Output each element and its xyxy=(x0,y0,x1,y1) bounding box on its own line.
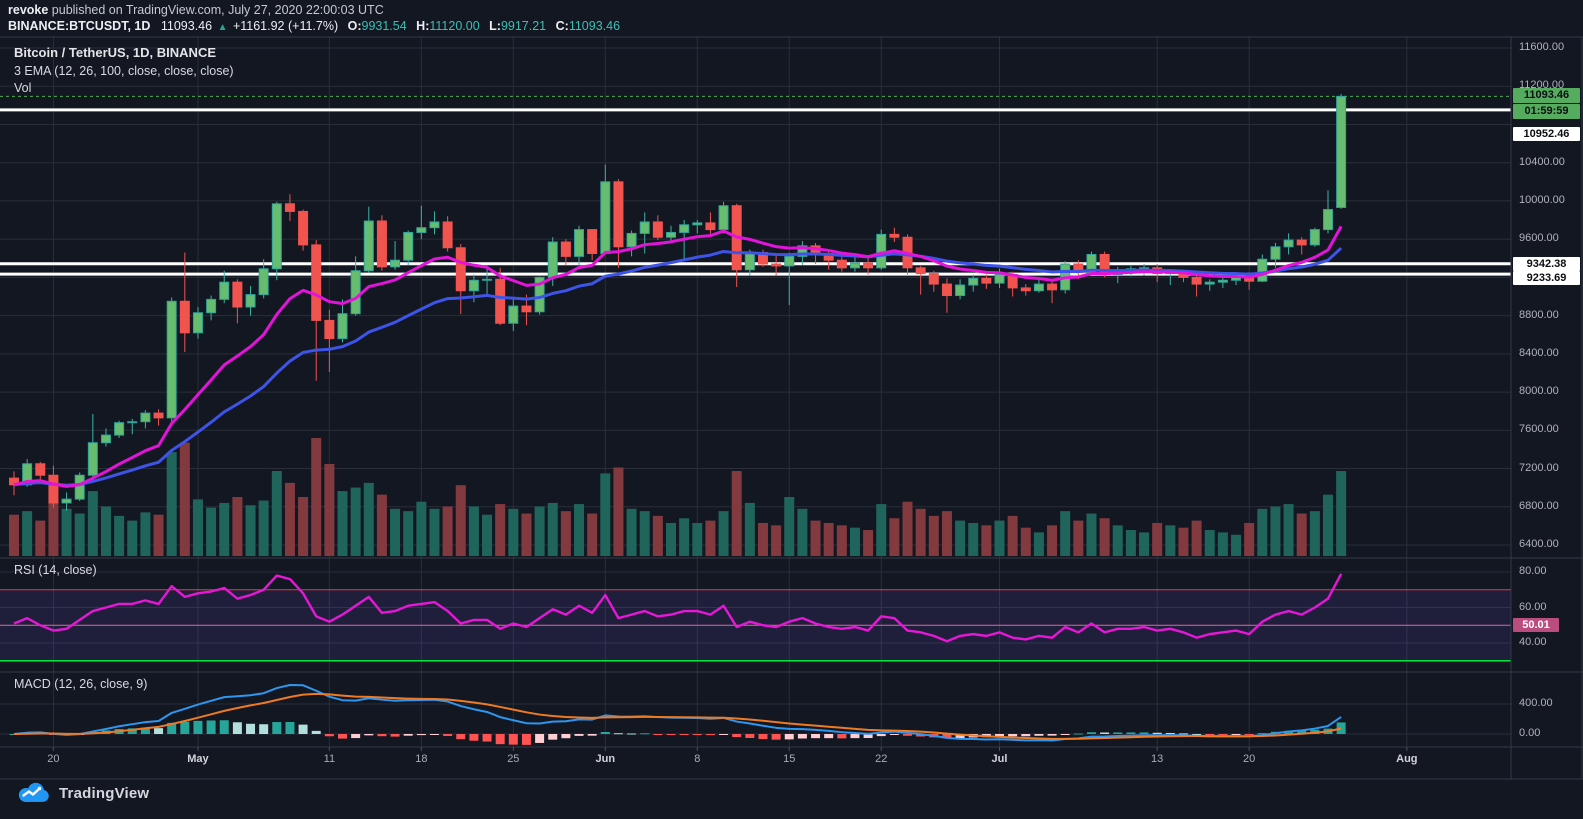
up-arrow-icon: ▲ xyxy=(217,22,228,33)
low-label: L: xyxy=(489,19,501,33)
price-axis-label: 8400.00 xyxy=(1519,346,1559,359)
time-axis-label: Jun xyxy=(595,753,616,765)
time-axis-label: May xyxy=(187,753,209,765)
price-axis-label: 11600.00 xyxy=(1519,41,1565,53)
price-axis-label: 8800.00 xyxy=(1519,308,1559,321)
time-axis-label: 25 xyxy=(507,753,520,765)
macd-axis-label: 0.00 xyxy=(1519,727,1541,739)
rsi-axis-label: 80.00 xyxy=(1519,565,1547,577)
time-axis-label: 15 xyxy=(783,753,796,765)
open-value: 9931.54 xyxy=(361,19,407,33)
price-axis-label: 10400.00 xyxy=(1519,155,1565,168)
time-axis-label: 11 xyxy=(323,753,336,765)
time-axis-label: 22 xyxy=(875,753,888,765)
time-axis-label: 8 xyxy=(694,753,701,765)
tradingview-logo[interactable]: TradingView xyxy=(16,782,149,805)
rsi-axis-label: 40.00 xyxy=(1519,636,1547,648)
tradingview-cloud-icon xyxy=(16,782,52,805)
close-value: 11093.46 xyxy=(568,19,621,33)
last-price-badge: 11093.46 xyxy=(1513,88,1580,104)
open-label: O: xyxy=(347,19,362,33)
rsi-mid-badge: 50.01 xyxy=(1513,618,1559,633)
price-axis-label: 11200.00 xyxy=(1519,79,1565,92)
time-axis-label: 18 xyxy=(415,753,428,765)
symbol-title[interactable]: Bitcoin / TetherUS, 1D, BINANCE xyxy=(14,45,217,60)
time-axis-label: 13 xyxy=(1151,753,1164,765)
time-axis-label: Jul xyxy=(991,753,1008,765)
price-change: +1161.92 (+11.7%) xyxy=(232,19,339,33)
high-label: H: xyxy=(416,19,430,33)
macd-axis-label: 400.00 xyxy=(1519,697,1553,709)
price-level-badge: 9233.69 xyxy=(1513,270,1580,285)
tradingview-logo-text: TradingView xyxy=(59,785,150,802)
publish-line: revoke published on TradingView.com, Jul… xyxy=(8,3,384,17)
price-axis-label: 7200.00 xyxy=(1519,461,1559,474)
close-label: C: xyxy=(555,19,569,33)
symbol-interval[interactable]: BINANCE:BTCUSDT, 1D xyxy=(8,19,151,33)
low-value: 9917.21 xyxy=(500,19,547,33)
rsi-axis-label: 60.00 xyxy=(1519,600,1547,613)
volume-indicator-label[interactable]: Vol xyxy=(14,81,32,95)
price-level-badge: 9342.38 xyxy=(1513,256,1580,271)
price-axis-label: 7600.00 xyxy=(1519,423,1559,436)
countdown-badge: 01:59:59 xyxy=(1513,104,1580,120)
price-level-badge: 10952.46 xyxy=(1513,127,1580,141)
chart-legend: Bitcoin / TetherUS, 1D, BINANCE 3 EMA (1… xyxy=(14,44,234,97)
macd-pane-label[interactable]: MACD (12, 26, close, 9) xyxy=(14,677,148,691)
high-value: 11120.00 xyxy=(429,19,480,33)
price-axis-label: 9600.00 xyxy=(1519,232,1559,245)
last-price: 11093.46 xyxy=(160,19,213,33)
rsi-pane-label[interactable]: RSI (14, close) xyxy=(14,563,97,577)
price-axis-label: 6400.00 xyxy=(1519,538,1559,550)
ema-indicator-label[interactable]: 3 EMA (12, 26, 100, close, close, close) xyxy=(14,64,234,78)
time-axis-label: 20 xyxy=(1243,753,1256,765)
ticker-bar: BINANCE:BTCUSDT, 1D 11093.46 ▲ +1161.92 … xyxy=(8,19,620,33)
time-axis-label: 20 xyxy=(47,753,60,765)
price-axis-label: 8000.00 xyxy=(1519,385,1559,398)
price-axis-label: 6800.00 xyxy=(1519,499,1559,512)
publish-info: published on TradingView.com, July 27, 2… xyxy=(51,3,384,17)
price-axis-label: 10000.00 xyxy=(1519,193,1565,206)
author-name: revoke xyxy=(8,3,49,17)
time-axis-label: Aug xyxy=(1396,753,1418,765)
